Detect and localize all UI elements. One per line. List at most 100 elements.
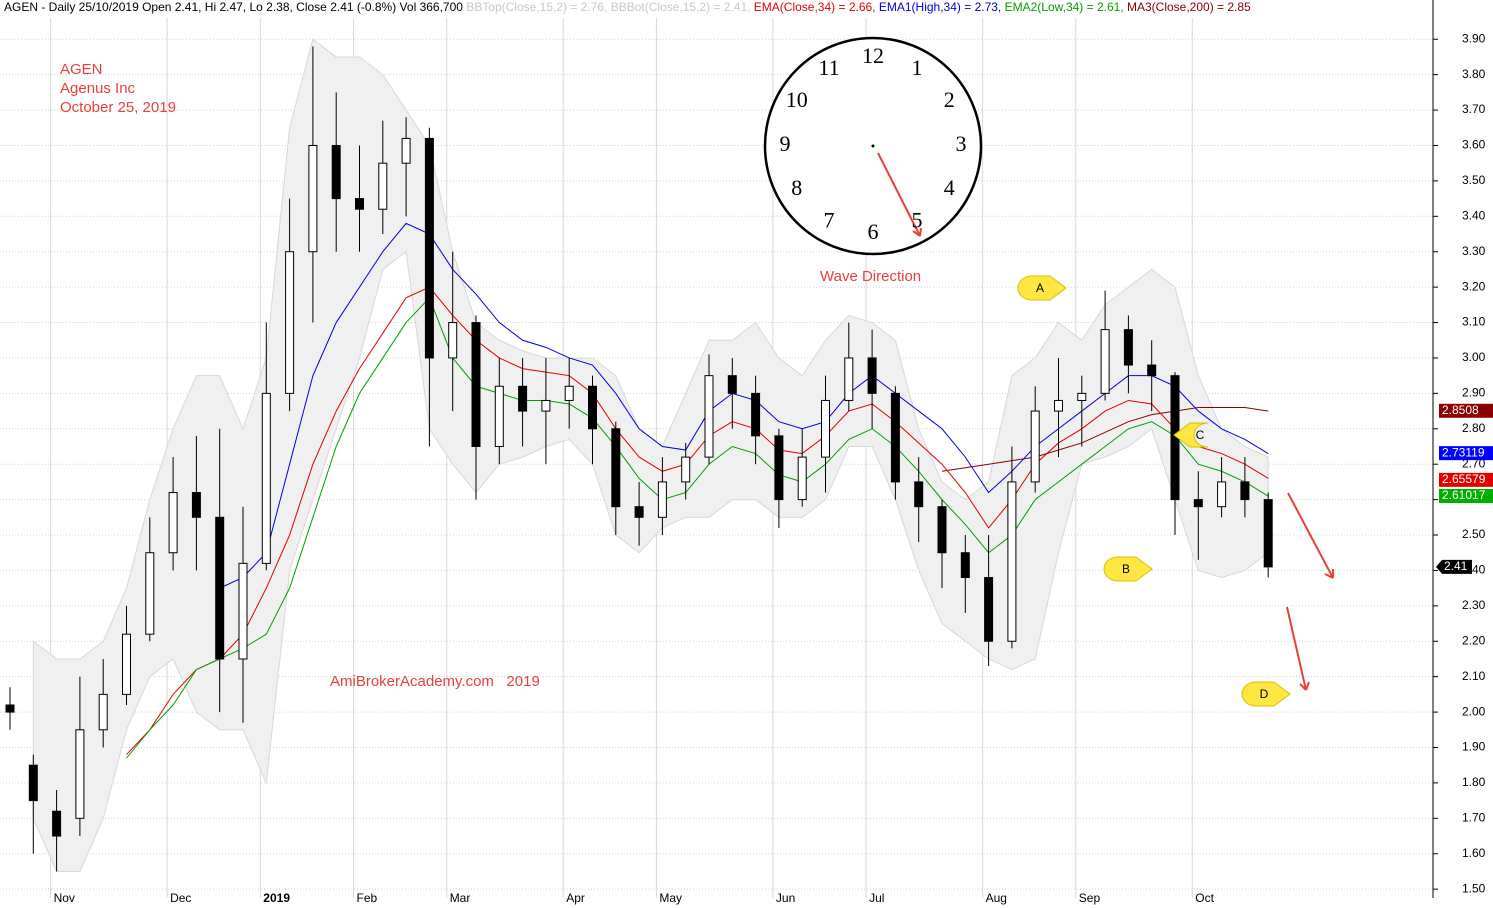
last-value-label: 2.73119 (1442, 445, 1485, 459)
wave-bubble (1103, 556, 1153, 582)
clock-hand-head (912, 227, 922, 237)
candle-body (308, 144, 318, 253)
candle-body (1240, 481, 1250, 501)
wave-label: A (1036, 281, 1044, 295)
x-tick-label: Jul (869, 891, 884, 905)
header-segment: EMA1(High,34) = 2.73, (879, 0, 1005, 14)
candle-body (984, 577, 994, 642)
candle-body (355, 198, 364, 210)
candle-body (1100, 329, 1110, 394)
last-value-label: 2.61017 (1442, 488, 1486, 502)
clock-number: 2 (944, 87, 955, 112)
header-segment: BBBot(Close,15,2) = 2.41, (611, 0, 754, 14)
x-tick-label: Oct (1195, 891, 1214, 905)
y-tick-label: 3.60 (1462, 138, 1486, 152)
wave-label: D (1260, 687, 1269, 701)
last-value-label: 2.8508 (1442, 403, 1479, 417)
candle-body (1263, 499, 1273, 568)
wave-label: C (1196, 428, 1205, 442)
indicator-line (126, 296, 1269, 759)
candle-body (821, 399, 830, 458)
y-tick-label: 2.90 (1462, 386, 1486, 400)
indicator-line (219, 222, 1269, 589)
last-value-box (1439, 403, 1493, 418)
clock-number: 4 (944, 175, 955, 200)
indicator-line (126, 286, 1269, 755)
x-tick-label: Mar (450, 891, 471, 905)
candle-body (191, 492, 201, 518)
wave-arrow (1286, 606, 1307, 691)
candle-body (448, 322, 458, 359)
candle-body (1123, 329, 1133, 366)
wave-bubble (1017, 275, 1067, 301)
candle-body (657, 481, 667, 518)
candle-body (5, 704, 15, 713)
candle-body (634, 506, 644, 518)
watermark: AmiBrokerAcademy.com 2019 (330, 673, 540, 690)
clock-number: 9 (780, 131, 791, 156)
y-tick-label: 3.00 (1462, 350, 1486, 364)
candle-body (494, 385, 504, 447)
indicator-line (941, 407, 1269, 472)
x-tick-label: Aug (986, 891, 1007, 905)
company: Agenus Inc (60, 80, 136, 97)
x-tick-label: Sep (1079, 891, 1101, 905)
last-close-box (1436, 559, 1472, 574)
x-tick-label: Nov (54, 891, 75, 905)
clock-number: 3 (956, 131, 967, 156)
y-tick-label: 2.20 (1462, 633, 1486, 647)
last-value-box (1439, 446, 1493, 461)
candle-body (168, 492, 178, 554)
x-tick-label: Dec (170, 891, 191, 905)
candle-body (937, 506, 947, 554)
clock-number: 10 (786, 87, 808, 112)
candle-body (518, 385, 528, 412)
candle-body (98, 693, 108, 731)
clock-hand (877, 152, 921, 237)
y-tick-label: 3.90 (1462, 31, 1486, 45)
candle-body (611, 428, 621, 508)
wave-bubble (1241, 681, 1291, 707)
candle-body (1147, 364, 1157, 377)
candle-body (1007, 481, 1017, 642)
wave-arrow (1287, 492, 1334, 579)
candle-body (564, 385, 574, 401)
candle-body (52, 810, 62, 837)
y-tick-label: 3.50 (1462, 173, 1486, 187)
clock-number: 1 (912, 55, 923, 80)
candle-body (378, 162, 388, 210)
candle-body (28, 764, 38, 802)
clock-number: 8 (791, 175, 802, 200)
candle-body (285, 251, 295, 394)
band-area (32, 38, 1269, 872)
candle-body (751, 392, 761, 437)
candle-body (960, 552, 970, 579)
candle-body (401, 137, 411, 164)
y-tick-label: 1.60 (1462, 846, 1486, 860)
ticker: AGEN (60, 61, 103, 78)
clock-number: 7 (824, 207, 835, 232)
wave-arrow-head (1299, 681, 1310, 691)
candle-body (1193, 499, 1203, 508)
y-tick-label: 3.20 (1462, 279, 1486, 293)
clock-number: 5 (912, 207, 923, 232)
candle-body (1077, 392, 1087, 401)
last-close-label: 2.41 (1444, 559, 1468, 573)
candle-body (1030, 410, 1040, 483)
wave-bubble (1173, 422, 1209, 448)
candle-body (471, 322, 481, 447)
candle-body (914, 481, 924, 508)
candle-body (331, 144, 341, 200)
candle-body (890, 392, 900, 483)
wave-direction: Wave Direction (820, 268, 921, 285)
candle-body (1217, 481, 1227, 508)
x-tick-label: 2019 (263, 891, 290, 905)
candle-body (681, 456, 691, 483)
candle-body (844, 357, 854, 401)
y-tick-label: 3.40 (1462, 208, 1486, 222)
y-tick-label: 1.50 (1462, 881, 1486, 895)
header-segment: BBTop(Close,15,2) = 2.76, (466, 0, 610, 14)
candle-body (261, 392, 271, 564)
clock-number: 6 (868, 219, 879, 244)
